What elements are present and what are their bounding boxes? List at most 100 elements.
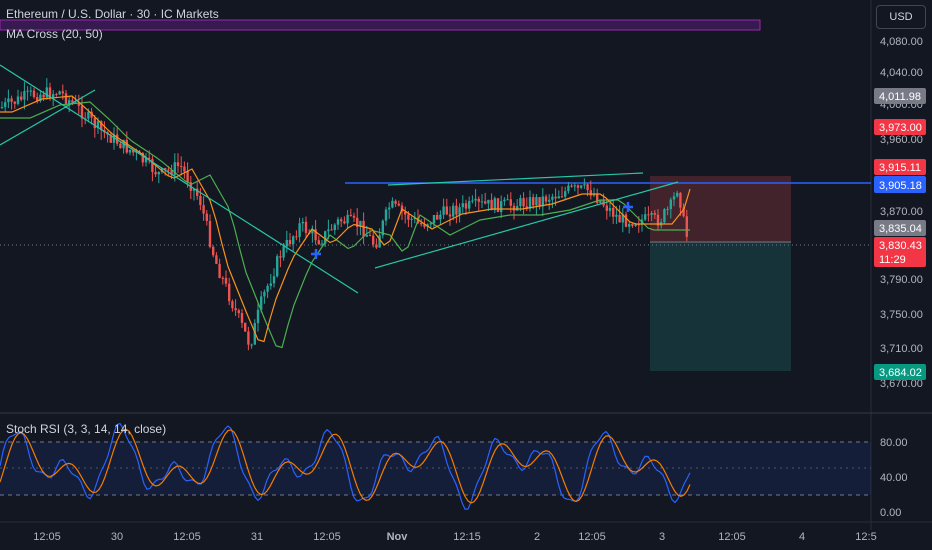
candle-body — [407, 214, 410, 220]
ma-cross-legend[interactable]: MA Cross (20, 50) — [6, 27, 103, 41]
price-axis[interactable]: 4,080.00 4,040.00 4,000.00 3,960.00 3,87… — [880, 36, 923, 390]
candle-body — [340, 219, 343, 222]
candle-body — [468, 201, 471, 209]
candle-body — [445, 206, 448, 215]
candle-body — [285, 240, 288, 247]
candle-body — [42, 94, 45, 98]
currency-button[interactable]: USD — [876, 5, 926, 29]
ma-cross-marker — [623, 202, 633, 212]
candle-body — [39, 94, 42, 102]
svg-text:4,011.98: 4,011.98 — [879, 91, 921, 103]
time-label: 4 — [799, 531, 805, 543]
candle-body — [356, 217, 359, 227]
candle-body — [208, 220, 212, 247]
time-label: 12:05 — [578, 531, 606, 543]
candle-body — [224, 277, 228, 284]
price-tick: 3,870.00 — [880, 206, 923, 218]
candle-body — [679, 192, 682, 208]
candle-body — [183, 166, 186, 172]
candle-body — [119, 143, 122, 149]
candle-body — [586, 184, 589, 191]
candle-body — [391, 200, 394, 208]
candle-body — [45, 87, 48, 98]
price-tag-ma-slow: 3,835.04 — [874, 220, 926, 236]
candle-body — [685, 216, 688, 237]
candle-body — [7, 98, 10, 103]
ma-slow-line — [0, 101, 690, 349]
stoch-rsi-legend[interactable]: Stoch RSI (3, 3, 14, 14, close) — [6, 422, 167, 436]
ma-fast-line — [0, 95, 691, 343]
candle-body — [669, 199, 672, 210]
candle-body — [333, 224, 336, 230]
price-tick: 4,040.00 — [880, 67, 923, 79]
stop-loss-zone[interactable] — [650, 176, 791, 242]
price-tag-target: 3,684.02 — [874, 364, 926, 380]
candle-body — [282, 246, 285, 258]
candle-body — [93, 117, 96, 129]
candle-body — [167, 169, 170, 171]
time-axis[interactable]: 12:05 30 12:05 31 12:05 Nov 12:15 2 12:0… — [33, 531, 876, 543]
trendline-rising-left[interactable] — [0, 89, 96, 146]
candle-body — [192, 188, 196, 191]
candle-body — [26, 90, 29, 92]
candle-body — [653, 213, 656, 215]
candle-body — [343, 221, 346, 224]
trendline-channel-top[interactable] — [387, 172, 644, 186]
price-tick: 3,750.00 — [880, 309, 923, 321]
time-label: 31 — [251, 531, 263, 543]
candle-body — [682, 207, 685, 217]
candle-body — [528, 197, 532, 209]
candle-body — [295, 236, 298, 238]
candle-body — [272, 276, 276, 284]
candle-body — [324, 231, 327, 244]
candle-body — [301, 221, 304, 224]
svg-text:3,684.02: 3,684.02 — [879, 367, 922, 379]
time-label: 2 — [534, 531, 540, 543]
candle-body — [336, 219, 340, 225]
candle-body — [16, 96, 20, 104]
candle-body — [164, 168, 167, 170]
candle-body — [314, 229, 317, 241]
candle-body — [170, 169, 173, 175]
candle-body — [592, 194, 596, 196]
candle-body — [58, 91, 61, 95]
price-tag-resistance: 3,905.18 — [874, 176, 926, 193]
candle-body — [263, 291, 266, 297]
candle-body — [202, 205, 205, 214]
symbol-title[interactable]: Ethereum / U.S. Dollar · 30 · IC Markets — [6, 7, 219, 21]
candle-body — [484, 201, 487, 204]
candle-body — [580, 185, 583, 188]
candle-body — [212, 246, 215, 256]
candle-body — [503, 199, 506, 202]
trendline-descending[interactable] — [0, 64, 359, 294]
candle-body — [61, 91, 64, 94]
trendline-channel-bottom[interactable] — [374, 181, 679, 269]
candle-body — [413, 218, 416, 220]
candle-body — [573, 185, 576, 187]
candle-body — [372, 235, 375, 245]
candle-body — [583, 184, 586, 186]
candle-body — [461, 203, 464, 208]
candle-body — [509, 199, 512, 206]
candle-body — [128, 149, 132, 153]
candle-body — [48, 87, 52, 99]
stoch-axis[interactable]: 80.00 40.00 0.00 — [880, 437, 908, 519]
candle-body — [362, 220, 365, 237]
candle-body — [96, 121, 100, 129]
candle-body — [32, 90, 36, 98]
candle-body — [253, 323, 256, 345]
candle-body — [23, 91, 26, 100]
candle-body — [560, 196, 564, 198]
candle-body — [663, 209, 666, 223]
candle-body — [80, 105, 84, 119]
candle-body — [4, 102, 7, 107]
candle-body — [234, 308, 237, 311]
candle-body — [247, 331, 250, 345]
take-profit-zone[interactable] — [650, 242, 791, 371]
candle-body — [599, 200, 602, 203]
price-tag-3973: 3,973.00 — [874, 119, 926, 135]
candle-body — [13, 101, 16, 104]
candle-body — [487, 199, 490, 204]
candle-body — [218, 263, 221, 278]
